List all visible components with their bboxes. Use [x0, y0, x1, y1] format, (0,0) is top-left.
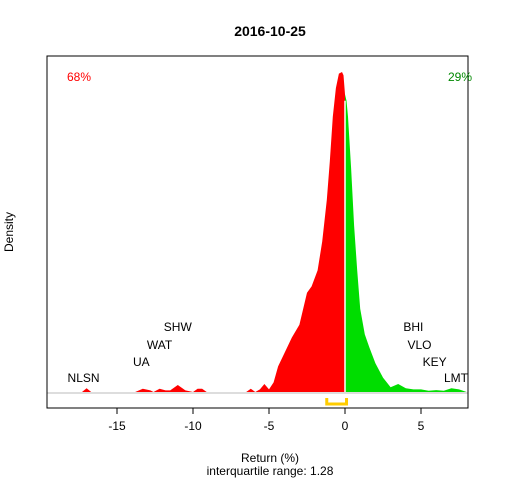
x-tick-label: -15 — [108, 419, 126, 433]
ticker-label: WAT — [147, 338, 173, 352]
negative-share-label: 68% — [67, 70, 91, 84]
density-area — [47, 72, 468, 394]
ticker-label: BHI — [403, 320, 423, 334]
ticker-label: VLO — [407, 338, 431, 352]
plot-frame — [46, 55, 469, 409]
ticker-label: LMT — [444, 371, 469, 385]
ticker-annotations: NLSN UA WAT SHW BHI VLO KEY LMT — [68, 320, 469, 385]
ticker-label: KEY — [423, 355, 447, 369]
positive-share-label: 29% — [448, 70, 472, 84]
iqr-caption: interquartile range: 1.28 — [207, 464, 334, 478]
ticker-label: UA — [133, 355, 150, 369]
positive-density-area — [345, 94, 467, 393]
ticker-label: NLSN — [68, 371, 100, 385]
y-axis-label: Density — [2, 212, 16, 252]
x-tick-label: 0 — [342, 419, 349, 433]
x-tick-label: 5 — [418, 419, 425, 433]
chart-title: 2016-10-25 — [234, 23, 306, 39]
x-axis-label: Return (%) — [241, 451, 299, 465]
iqr-bracket-mark — [325, 398, 349, 406]
x-tick-label: -10 — [184, 419, 202, 433]
negative-density-area — [82, 72, 345, 392]
ticker-label: SHW — [164, 320, 193, 334]
x-tick-label: -5 — [264, 419, 275, 433]
iqr-bracket — [325, 398, 349, 406]
x-axis: -15 -10 -5 0 5 — [108, 408, 425, 433]
